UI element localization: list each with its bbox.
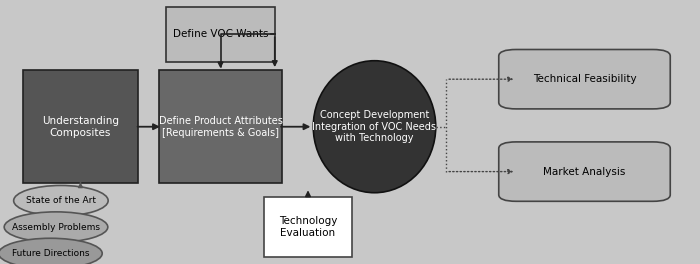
Text: State of the Art: State of the Art <box>26 196 96 205</box>
Text: Future Directions: Future Directions <box>12 249 89 258</box>
Text: Technology
Evaluation: Technology Evaluation <box>279 216 337 238</box>
FancyBboxPatch shape <box>498 50 670 109</box>
Text: Market Analysis: Market Analysis <box>543 167 626 177</box>
Text: Define Product Attributes
[Requirements & Goals]: Define Product Attributes [Requirements … <box>159 116 282 138</box>
FancyBboxPatch shape <box>160 70 281 183</box>
FancyBboxPatch shape <box>265 197 351 257</box>
FancyBboxPatch shape <box>167 7 274 62</box>
Text: Technical Feasibility: Technical Feasibility <box>533 74 636 84</box>
Text: Define VOC Wants: Define VOC Wants <box>173 29 268 39</box>
Ellipse shape <box>13 185 108 216</box>
Text: Concept Development
Integration of VOC Needs
with Technology: Concept Development Integration of VOC N… <box>312 110 437 143</box>
Text: Understanding
Composites: Understanding Composites <box>42 116 119 138</box>
Ellipse shape <box>0 238 102 264</box>
Ellipse shape <box>314 61 435 193</box>
Ellipse shape <box>4 212 108 242</box>
Text: Assembly Problems: Assembly Problems <box>12 223 100 232</box>
FancyBboxPatch shape <box>498 142 670 201</box>
FancyBboxPatch shape <box>23 70 139 183</box>
